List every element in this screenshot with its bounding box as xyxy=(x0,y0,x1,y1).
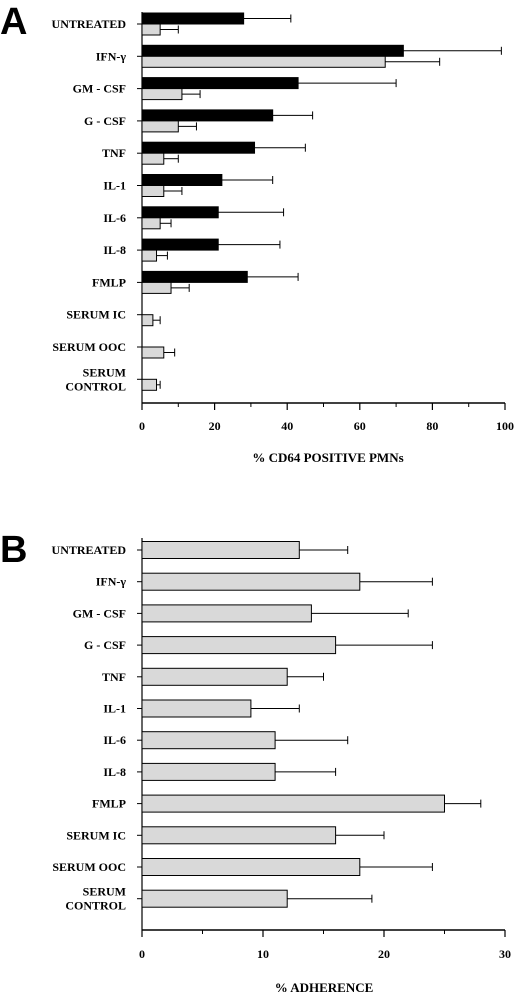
bar xyxy=(141,44,404,57)
bar xyxy=(141,826,337,845)
category-label: SERUM CONTROL xyxy=(65,885,126,913)
category-label: IL-1 xyxy=(103,702,126,716)
category-label: G - CSF xyxy=(84,638,126,652)
bar xyxy=(141,794,445,813)
bar xyxy=(141,314,154,327)
category-label: IL-6 xyxy=(103,733,126,747)
category-label: GM - CSF xyxy=(73,606,126,620)
bar xyxy=(141,88,183,101)
category-label: GM - CSF xyxy=(73,82,126,96)
bar xyxy=(141,109,274,122)
x-tick-label: 60 xyxy=(354,419,366,433)
category-label: SERUM CONTROL xyxy=(65,365,126,393)
bar xyxy=(141,249,158,262)
bar xyxy=(141,23,161,36)
bar xyxy=(141,378,158,391)
category-label: IL-6 xyxy=(103,211,126,225)
panel-letter: A xyxy=(0,1,27,43)
bar xyxy=(141,238,219,251)
bar xyxy=(141,667,288,686)
x-tick-label: 30 xyxy=(499,947,511,961)
bar xyxy=(141,152,165,165)
category-label: FMLP xyxy=(92,275,126,289)
panel-A: A 0 20 40 60 80 100 % CD64 POSITIVE PMNs UNTREAT… xyxy=(0,1,514,465)
bar xyxy=(141,699,252,718)
category-label: TNF xyxy=(102,146,126,160)
category-label: TNF xyxy=(102,670,126,684)
bar xyxy=(141,206,219,219)
bar xyxy=(141,270,248,283)
category-label: SERUM OOC xyxy=(52,340,126,354)
category-label: UNTREATED xyxy=(52,17,127,31)
bar xyxy=(141,889,288,908)
x-axis-title: % CD64 POSITIVE PMNs xyxy=(252,450,403,465)
category-label: FMLP xyxy=(92,797,126,811)
bar xyxy=(141,55,386,68)
x-axis-title: % ADHERENCE xyxy=(275,980,374,995)
bar xyxy=(141,174,223,186)
bar xyxy=(141,572,361,591)
x-tick-label: 40 xyxy=(281,419,293,433)
bar xyxy=(141,731,276,750)
category-label: SERUM IC xyxy=(66,828,126,842)
bar xyxy=(141,217,161,230)
category-label: IL-8 xyxy=(103,765,126,779)
category-label: IFN-γ xyxy=(96,575,127,589)
bar xyxy=(141,141,256,154)
x-tick-label: 0 xyxy=(139,947,145,961)
category-label: IFN-γ xyxy=(96,49,127,63)
bar xyxy=(141,185,165,197)
category-label: IL-8 xyxy=(103,243,126,257)
panel-letter: B xyxy=(0,529,27,571)
bar xyxy=(141,636,337,655)
category-label: SERUM IC xyxy=(66,308,126,322)
bar xyxy=(141,120,179,133)
bar xyxy=(141,762,276,781)
category-label: IL-1 xyxy=(103,179,126,193)
category-label: G - CSF xyxy=(84,114,126,128)
bar xyxy=(141,346,165,359)
bar xyxy=(141,77,299,90)
bar xyxy=(141,858,361,876)
bar xyxy=(141,604,312,623)
category-label: UNTREATED xyxy=(52,543,127,557)
bar xyxy=(141,12,245,25)
x-tick-label: 0 xyxy=(139,419,145,433)
x-tick-label: 100 xyxy=(496,419,514,433)
panel-B: B 0 10 20 30 % ADHERENCE UNTREATED IFN-γ GM - CS… xyxy=(0,529,511,995)
bar xyxy=(141,541,300,559)
category-label: SERUM OOC xyxy=(52,860,126,874)
x-tick-label: 20 xyxy=(378,947,390,961)
x-tick-label: 10 xyxy=(257,947,269,961)
x-tick-label: 20 xyxy=(209,419,221,433)
x-tick-label: 80 xyxy=(426,419,438,433)
bar xyxy=(141,281,172,294)
